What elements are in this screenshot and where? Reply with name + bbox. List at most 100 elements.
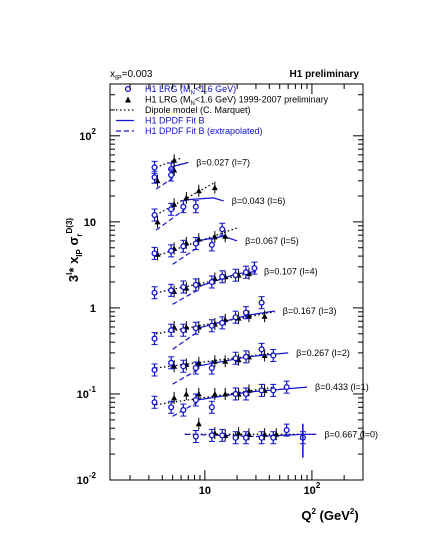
black-triangle-point xyxy=(222,390,229,397)
blue-circle-point xyxy=(258,299,265,306)
blue-circle-point xyxy=(219,432,226,439)
black-triangle-point xyxy=(183,194,190,201)
blue-circle-point xyxy=(168,206,175,213)
x-axis-title: Q2 (GeV2) xyxy=(301,507,358,523)
group-label-5: β=0.267 (l=2) xyxy=(296,348,350,358)
blue-circle-point xyxy=(208,364,215,372)
black-triangle-point xyxy=(195,420,202,427)
blue-circle-point xyxy=(192,240,199,247)
experiment-label: H1 preliminary xyxy=(290,69,360,80)
blue-circle-point xyxy=(208,404,215,411)
blue-circle-point xyxy=(168,327,175,334)
black-triangle-point xyxy=(235,430,242,436)
blue-circle-point xyxy=(270,387,277,394)
blue-circle-point xyxy=(192,203,199,210)
blue-circle-point xyxy=(180,203,187,210)
blue-circle-point xyxy=(151,164,158,171)
group-1 xyxy=(151,181,224,231)
blue-circle-point xyxy=(168,287,175,294)
black-triangle-point xyxy=(195,359,202,366)
legend-item-lrg0607: H1 LRG (MN<1.6 GeV) 1999-2007 preliminar… xyxy=(125,95,329,107)
blue-circle-point xyxy=(232,272,239,279)
black-triangle-point xyxy=(211,233,218,240)
blue-circle-point xyxy=(258,346,265,353)
blue-circle-point xyxy=(180,407,187,414)
black-triangle-point xyxy=(171,363,178,369)
blue-circle-point xyxy=(151,250,158,257)
blue-circle-point xyxy=(242,434,250,441)
blue-circle-point xyxy=(283,384,290,391)
legend: H1 LRG (MN<1.6 GeV)H1 LRG (MN<1.6 GeV) 1… xyxy=(116,84,329,136)
y-axis-title: 3l* xIP σrD(3) xyxy=(65,218,84,282)
blue-circle-point xyxy=(270,434,277,441)
black-triangle-point xyxy=(154,218,161,225)
blue-circle-point xyxy=(151,211,158,219)
blue-circle-point xyxy=(242,390,250,398)
blue-circle-point xyxy=(208,322,215,329)
black-triangle-point xyxy=(195,236,202,242)
group-4 xyxy=(151,296,275,350)
group-labels: β=0.027 (l=7) β=0.043 (l=6) β=0.067 (l=5) β… xyxy=(196,157,378,439)
black-triangle-point xyxy=(222,358,229,364)
fitb-curve xyxy=(184,197,224,202)
blue-circle-point xyxy=(192,364,199,372)
legend-label: H1 LRG (MN<1.6 GeV) xyxy=(145,84,236,97)
blue-circle-point xyxy=(151,174,158,181)
blue-circle-point xyxy=(242,353,250,360)
blue-circle-point xyxy=(180,283,187,291)
fitb-extrapolated-curve xyxy=(172,289,198,305)
black-triangle-point xyxy=(171,201,178,207)
blue-circle-point xyxy=(168,171,175,179)
fitb-extrapolated-curve xyxy=(155,177,173,190)
y-tick-label: 10-1 xyxy=(77,385,97,401)
y-tick-label: 10 xyxy=(84,217,96,229)
legend-item-fitbext: H1 DPDF Fit B (extrapolated) xyxy=(116,126,263,136)
blue-circle-point xyxy=(180,363,187,370)
black-triangle-point xyxy=(211,184,218,191)
fitb-extrapolated-curve xyxy=(172,247,198,265)
blue-circle-point xyxy=(208,241,215,248)
group-2 xyxy=(151,222,238,265)
blue-circle-point xyxy=(270,352,277,359)
y-tick-label: 1 xyxy=(90,303,96,315)
blue-circle-point xyxy=(180,243,187,250)
legend-item-dipole: Dipole model (C. Marquet) xyxy=(116,105,251,115)
black-triangle-point xyxy=(154,177,161,184)
svg-text:3l* xIP σrD(3): 3l* xIP σrD(3) xyxy=(65,218,84,282)
plot-frame xyxy=(109,83,364,481)
group-label-3: β=0.107 (l=4) xyxy=(264,266,318,276)
blue-circle-point xyxy=(192,281,199,288)
blue-circle-point xyxy=(192,433,199,440)
fitb-extrapolated-curve xyxy=(172,401,198,417)
group-6 xyxy=(151,380,308,417)
fitb-extrapolated-curve xyxy=(172,331,198,350)
blue-circle-point xyxy=(232,314,239,321)
x-tick-label: 102 xyxy=(304,481,321,497)
group-label-0: β=0.027 (l=7) xyxy=(196,157,250,167)
group-label-7: β=0.667 (l=0) xyxy=(324,429,378,439)
fitb-extrapolated-curve xyxy=(155,208,186,231)
blue-circle-point xyxy=(219,273,226,280)
blue-circle-point xyxy=(168,247,175,254)
black-triangle-point xyxy=(211,390,218,397)
legend-label: H1 DPDF Fit B xyxy=(145,116,205,126)
blue-circle-point xyxy=(258,387,265,394)
black-triangle-point xyxy=(261,313,268,319)
black-triangle-point xyxy=(195,187,202,194)
blue-circle-point xyxy=(192,325,199,332)
group-label-6: β=0.433 (l=1) xyxy=(315,382,369,392)
blue-circle-point xyxy=(180,327,187,334)
blue-circle-point xyxy=(258,434,265,441)
blue-circle-point xyxy=(168,359,175,366)
blue-circle-point xyxy=(242,269,250,276)
series-layer xyxy=(151,154,317,458)
blue-circle-point xyxy=(242,309,250,316)
legend-label: Dipole model (C. Marquet) xyxy=(145,105,251,115)
blue-circle-point xyxy=(168,404,175,411)
black-triangle-point xyxy=(171,394,178,401)
blue-circle-point xyxy=(219,226,226,233)
legend-triangle-marker xyxy=(125,96,131,103)
legend-label: H1 DPDF Fit B (extrapolated) xyxy=(145,126,263,136)
